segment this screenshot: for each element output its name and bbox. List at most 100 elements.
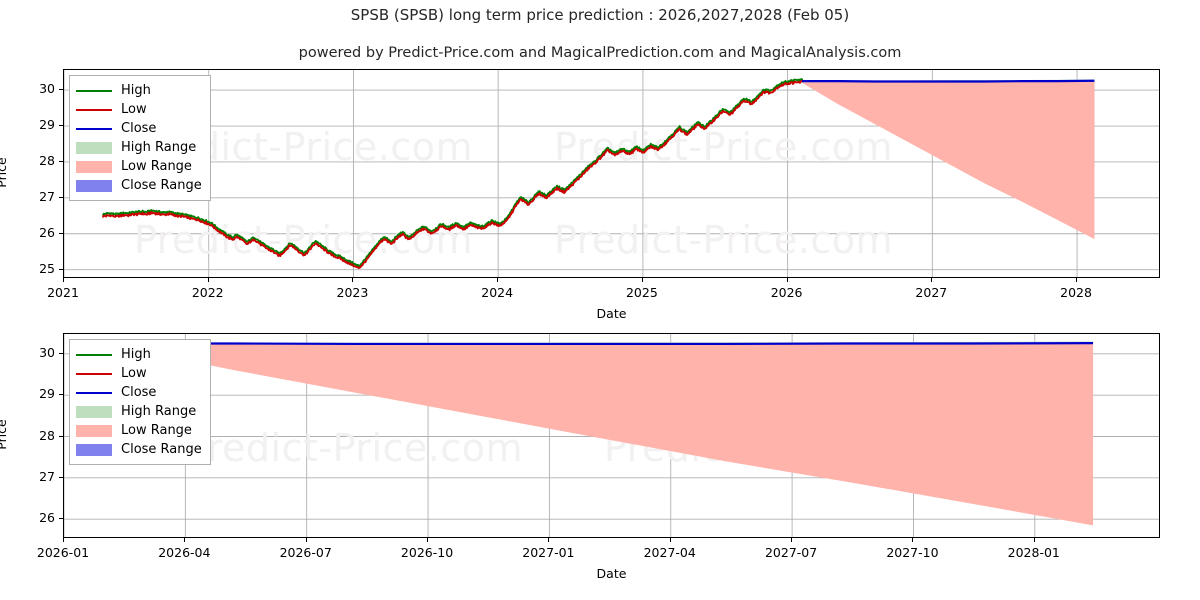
x-tick-label: 2026-07 [279, 545, 332, 560]
x-tick-label: 2028-01 [1007, 545, 1060, 560]
legend-item-close[interactable]: Close [76, 119, 202, 138]
x-tick-mark [548, 538, 550, 542]
x-tick-mark [497, 278, 499, 282]
x-tick-label: 2027-07 [764, 545, 818, 560]
legend-label: Low Range [121, 158, 192, 174]
forecast-x-axis-label: Date [596, 566, 627, 581]
legend-label: Close Range [121, 441, 202, 457]
legend-swatch-low-icon [76, 103, 112, 116]
y-tick-mark [59, 476, 63, 478]
y-tick-mark [59, 394, 63, 396]
forecast-plot-area: Predict-Price.com Predict-Price.com [63, 333, 1160, 538]
x-tick-mark [669, 538, 671, 542]
x-tick-label: 2022 [191, 285, 224, 300]
legend-swatch-high-range-icon [76, 141, 112, 154]
legend-swatch-close-range-icon [76, 443, 112, 456]
y-tick-mark [59, 518, 63, 520]
x-tick-label: 2027-10 [886, 545, 939, 560]
x-tick-label: 2026 [770, 285, 803, 300]
forecast-legend: High Low Close High Range Low Range Close Ran… [69, 339, 211, 465]
legend-label: Low [121, 365, 147, 381]
x-tick-label: 2028 [1060, 285, 1092, 300]
overview-y-axis-label: Price [0, 156, 9, 188]
x-tick-label: 2027-01 [522, 545, 575, 560]
legend-item-high[interactable]: High [76, 81, 202, 100]
legend-item-close-range[interactable]: Close Range [76, 440, 202, 459]
x-tick-mark [1076, 278, 1078, 282]
legend-item-high[interactable]: High [76, 345, 202, 364]
x-tick-mark [207, 278, 209, 282]
y-tick-label: 28 [39, 427, 55, 443]
x-tick-mark [63, 538, 64, 542]
x-tick-mark [791, 538, 793, 542]
x-tick-mark [184, 538, 186, 542]
x-tick-label: 2026-01 [36, 545, 90, 560]
legend-item-high-range[interactable]: High Range [76, 402, 202, 421]
x-tick-mark [931, 278, 933, 282]
legend-swatch-high-range-icon [76, 405, 112, 418]
x-tick-mark [786, 278, 788, 282]
x-tick-mark [912, 538, 914, 542]
x-tick-mark [63, 278, 64, 282]
y-tick-label: 26 [39, 224, 55, 240]
y-tick-mark [59, 196, 63, 198]
x-tick-mark [427, 538, 429, 542]
legend-swatch-high-icon [76, 348, 112, 361]
legend-item-low[interactable]: Low [76, 364, 202, 383]
legend-label: High [121, 82, 151, 98]
x-tick-label: 2024 [481, 285, 514, 300]
legend-swatch-low-range-icon [76, 424, 112, 437]
x-tick-mark [641, 278, 643, 282]
legend-item-low-range[interactable]: Low Range [76, 157, 202, 176]
legend-label: Low [121, 101, 147, 117]
overview-series [102, 78, 1095, 270]
x-tick-label: 2021 [47, 285, 79, 300]
forecast-y-axis-label: Price [0, 418, 9, 450]
y-tick-mark [59, 268, 63, 270]
overview-plot-area: Predict-Price.com Predict-Price.com Pred… [63, 69, 1160, 278]
x-tick-label: 2026-04 [158, 545, 211, 560]
y-tick-label: 30 [39, 81, 55, 97]
y-tick-mark [59, 160, 63, 162]
y-tick-mark [59, 232, 63, 234]
overview-x-axis-label: Date [596, 306, 627, 321]
x-tick-mark [305, 538, 307, 542]
y-tick-mark [59, 435, 63, 437]
legend-item-close[interactable]: Close [76, 383, 202, 402]
legend-label: Close [121, 384, 157, 400]
overview-legend: High Low Close High Range Low Range Close Ran… [69, 75, 211, 201]
x-tick-mark [352, 278, 354, 282]
x-tick-label: 2023 [336, 285, 369, 300]
forecast-series [112, 341, 1094, 526]
legend-item-high-range[interactable]: High Range [76, 138, 202, 157]
legend-item-close-range[interactable]: Close Range [76, 176, 202, 195]
overview-gridlines [64, 70, 1159, 277]
legend-label: Close Range [121, 177, 202, 193]
legend-label: Low Range [121, 422, 192, 438]
x-tick-label: 2026-10 [400, 545, 454, 560]
y-tick-label: 30 [39, 344, 55, 360]
legend-item-low-range[interactable]: Low Range [76, 421, 202, 440]
y-tick-label: 28 [39, 152, 55, 168]
x-tick-mark [1033, 538, 1035, 542]
legend-item-low[interactable]: Low [76, 100, 202, 119]
legend-swatch-high-icon [76, 84, 112, 97]
page-title: SPSB (SPSB) long term price prediction :… [350, 6, 850, 24]
y-tick-label: 29 [39, 117, 55, 133]
y-tick-mark [59, 125, 63, 127]
page-subtitle: powered by Predict-Price.com and Magical… [298, 45, 902, 61]
legend-swatch-close-icon [76, 386, 112, 399]
y-tick-mark [59, 352, 63, 354]
legend-label: High Range [121, 139, 197, 155]
y-tick-label: 29 [39, 386, 55, 402]
x-tick-label: 2027 [915, 285, 948, 300]
y-tick-mark [59, 89, 63, 91]
legend-swatch-close-icon [76, 122, 112, 135]
y-tick-label: 27 [39, 468, 55, 484]
legend-label: High Range [121, 403, 197, 419]
y-tick-label: 25 [39, 260, 55, 276]
x-tick-label: 2025 [625, 285, 658, 300]
legend-swatch-low-icon [76, 367, 112, 380]
x-tick-label: 2027-04 [643, 545, 696, 560]
